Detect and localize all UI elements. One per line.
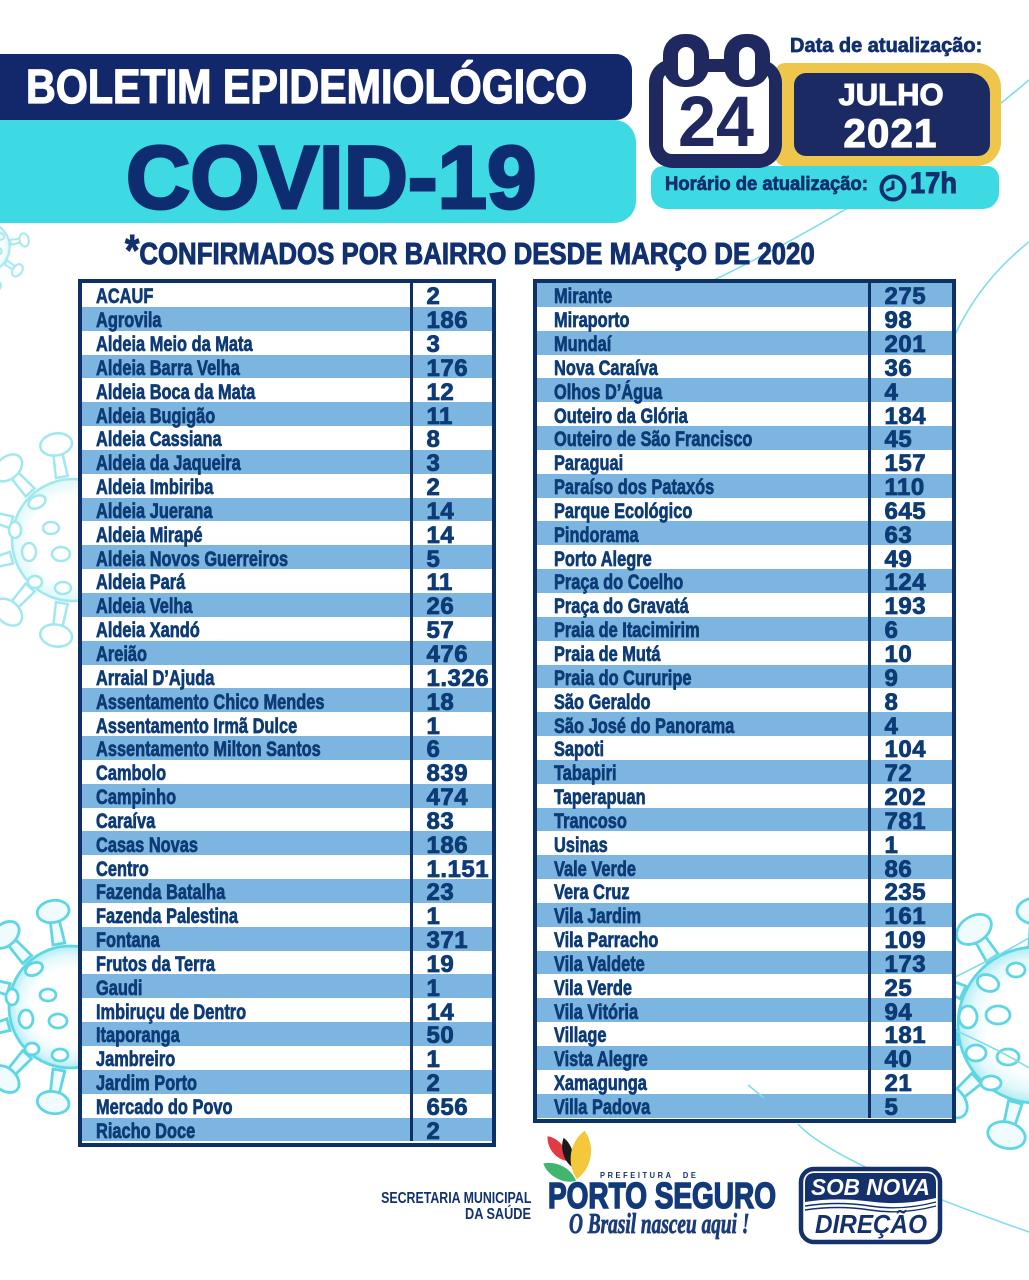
svg-text:DIREÇÃO: DIREÇÃO (815, 1209, 927, 1239)
svg-text:SOB NOVA: SOB NOVA (811, 1174, 930, 1200)
svg-text:24: 24 (678, 83, 754, 162)
